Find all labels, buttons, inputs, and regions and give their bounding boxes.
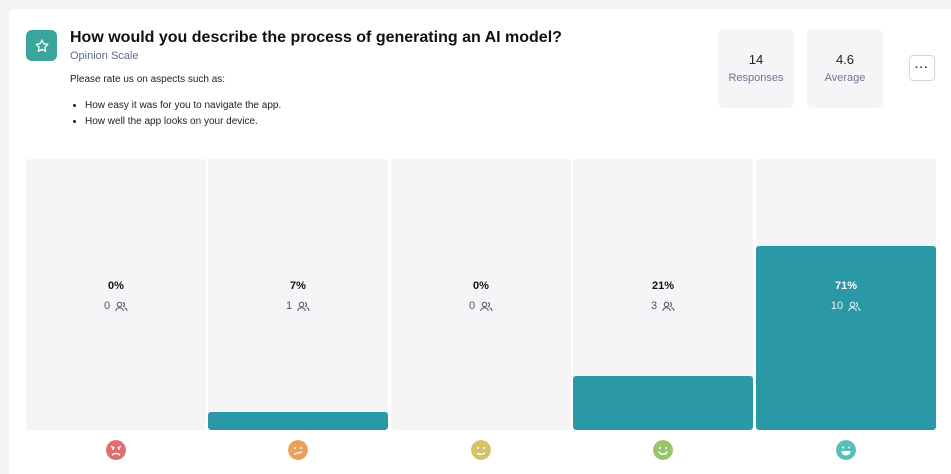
option-count: 0 bbox=[391, 300, 571, 312]
star-icon bbox=[26, 30, 57, 61]
users-icon bbox=[297, 301, 310, 311]
bullet-item: How well the app looks on your device. bbox=[85, 116, 281, 127]
option-bar-5 bbox=[756, 246, 936, 430]
question-title: How would you describe the process of ge… bbox=[70, 29, 562, 46]
option-column-1: 0% 0 bbox=[26, 159, 206, 430]
users-icon bbox=[115, 301, 128, 311]
option-count-value: 0 bbox=[468, 300, 476, 312]
description-bullets: How easy it was for you to navigate the … bbox=[85, 100, 281, 132]
question-description: Please rate us on aspects such as: bbox=[70, 74, 226, 85]
average-label: Average bbox=[824, 72, 866, 84]
responses-value: 14 bbox=[748, 52, 764, 67]
neutral-face-icon bbox=[471, 440, 491, 460]
option-bar-2 bbox=[208, 412, 388, 430]
option-count-value: 3 bbox=[650, 300, 658, 312]
question-type: Opinion Scale bbox=[70, 50, 139, 62]
more-options-button[interactable]: ··· bbox=[909, 55, 935, 81]
option-count: 10 bbox=[756, 300, 936, 312]
option-column-5: 71% 10 bbox=[756, 159, 936, 430]
users-icon bbox=[480, 301, 493, 311]
bullet-item: How easy it was for you to navigate the … bbox=[85, 100, 281, 111]
responses-label: Responses bbox=[728, 72, 784, 84]
responses-stat: 14 Responses bbox=[718, 29, 794, 108]
very-sad-face-icon bbox=[106, 440, 126, 460]
option-count-value: 0 bbox=[103, 300, 111, 312]
option-count-value: 10 bbox=[830, 300, 844, 312]
option-bar-4 bbox=[573, 376, 753, 430]
option-percent: 7% bbox=[290, 280, 306, 292]
option-count-value: 1 bbox=[285, 300, 293, 312]
option-percent: 0% bbox=[473, 280, 489, 292]
option-column-4: 21% 3 bbox=[573, 159, 753, 430]
confused-face-icon bbox=[288, 440, 308, 460]
option-percent: 21% bbox=[651, 280, 675, 292]
option-percent: 0% bbox=[108, 280, 124, 292]
option-column-3: 0% 0 bbox=[391, 159, 571, 430]
users-icon bbox=[848, 301, 861, 311]
option-percent: 71% bbox=[834, 280, 858, 292]
average-stat: 4.6 Average bbox=[807, 29, 883, 108]
grin-face-icon bbox=[836, 440, 856, 460]
smile-face-icon bbox=[653, 440, 673, 460]
option-column-2: 7% 1 bbox=[208, 159, 388, 430]
users-icon bbox=[662, 301, 675, 311]
option-count: 1 bbox=[208, 300, 388, 312]
option-count: 3 bbox=[573, 300, 753, 312]
average-value: 4.6 bbox=[835, 52, 855, 67]
option-count: 0 bbox=[26, 300, 206, 312]
question-card: How would you describe the process of ge… bbox=[9, 9, 951, 474]
